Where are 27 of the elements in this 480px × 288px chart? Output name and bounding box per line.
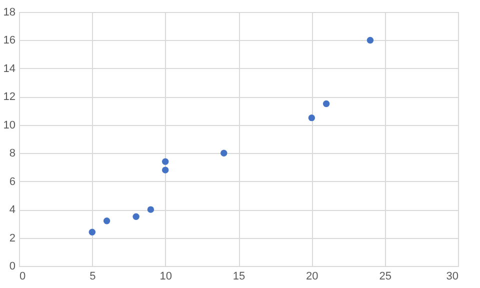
point xyxy=(162,158,169,165)
point xyxy=(366,36,374,44)
y-tick-label: 4 xyxy=(9,204,16,216)
y-tick-label: 8 xyxy=(9,148,16,160)
point xyxy=(162,166,169,174)
point xyxy=(132,213,140,220)
y-tick-label: 2 xyxy=(9,232,16,244)
x-tick-label: 25 xyxy=(379,270,392,282)
point xyxy=(88,228,96,236)
point xyxy=(220,150,228,156)
x-tick-label: 30 xyxy=(446,270,458,282)
y-tick-label: 10 xyxy=(3,119,16,132)
y-tick-label: 6 xyxy=(9,176,16,188)
y-tick-label: 18 xyxy=(3,6,16,18)
y-tick-label: 16 xyxy=(3,34,16,47)
point xyxy=(103,217,110,224)
x-tick-label: 10 xyxy=(160,270,172,282)
x-tick-label: 5 xyxy=(90,270,96,282)
x-tick-label: 15 xyxy=(232,270,246,282)
x-tick-label: 20 xyxy=(306,270,318,282)
point xyxy=(322,100,330,108)
x-tick-label: 0 xyxy=(20,270,26,282)
y-tick-label: 0 xyxy=(9,260,16,272)
point xyxy=(147,206,154,213)
y-tick-label: 12 xyxy=(3,91,16,104)
y-tick-label: 14 xyxy=(3,62,16,75)
point xyxy=(308,114,316,122)
